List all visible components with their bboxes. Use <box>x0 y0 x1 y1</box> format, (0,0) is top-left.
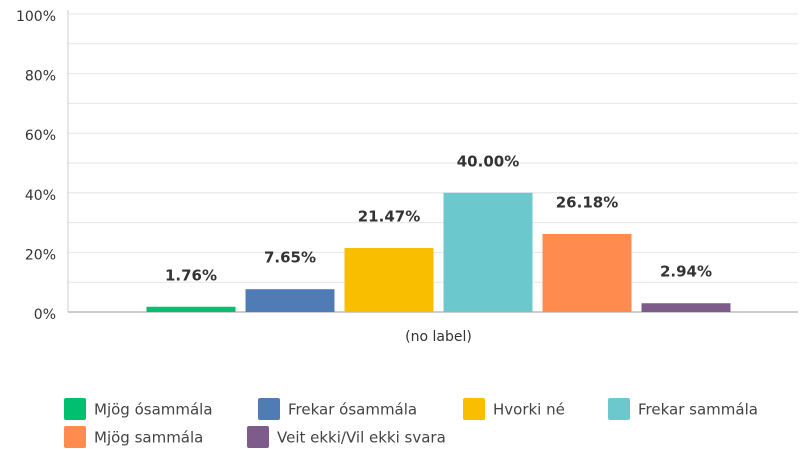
value-label: 1.76% <box>165 266 217 284</box>
legend-swatch <box>608 398 630 420</box>
legend-label: Mjög ósammála <box>94 401 213 419</box>
legend-label: Frekar ósammála <box>288 401 417 419</box>
value-label: 26.18% <box>556 193 618 211</box>
y-tick-label: 40% <box>25 188 56 204</box>
bar <box>641 303 731 312</box>
value-label: 40.00% <box>457 152 519 170</box>
y-tick-label: 100% <box>16 9 56 25</box>
legend-label: Veit ekki/Vil ekki svara <box>277 429 446 447</box>
y-tick-label: 80% <box>25 69 56 85</box>
legend-swatch <box>463 398 485 420</box>
bar <box>245 289 335 312</box>
legend-swatch <box>247 426 269 448</box>
bar <box>443 192 533 312</box>
bar <box>542 233 632 312</box>
y-tick-label: 0% <box>34 307 56 323</box>
bar <box>146 306 236 312</box>
x-tick-label: (no label) <box>405 329 472 345</box>
bar <box>344 248 434 312</box>
legend-swatch <box>64 398 86 420</box>
value-label: 7.65% <box>264 249 316 267</box>
legend-swatch <box>64 426 86 448</box>
y-tick-label: 60% <box>25 128 56 144</box>
value-label: 2.94% <box>660 263 712 281</box>
value-label: 21.47% <box>358 208 420 226</box>
legend-swatch <box>258 398 280 420</box>
y-tick-label: 20% <box>25 247 56 263</box>
legend-label: Hvorki né <box>493 401 565 419</box>
legend-label: Frekar sammála <box>638 401 758 419</box>
legend-label: Mjög sammála <box>94 429 203 447</box>
